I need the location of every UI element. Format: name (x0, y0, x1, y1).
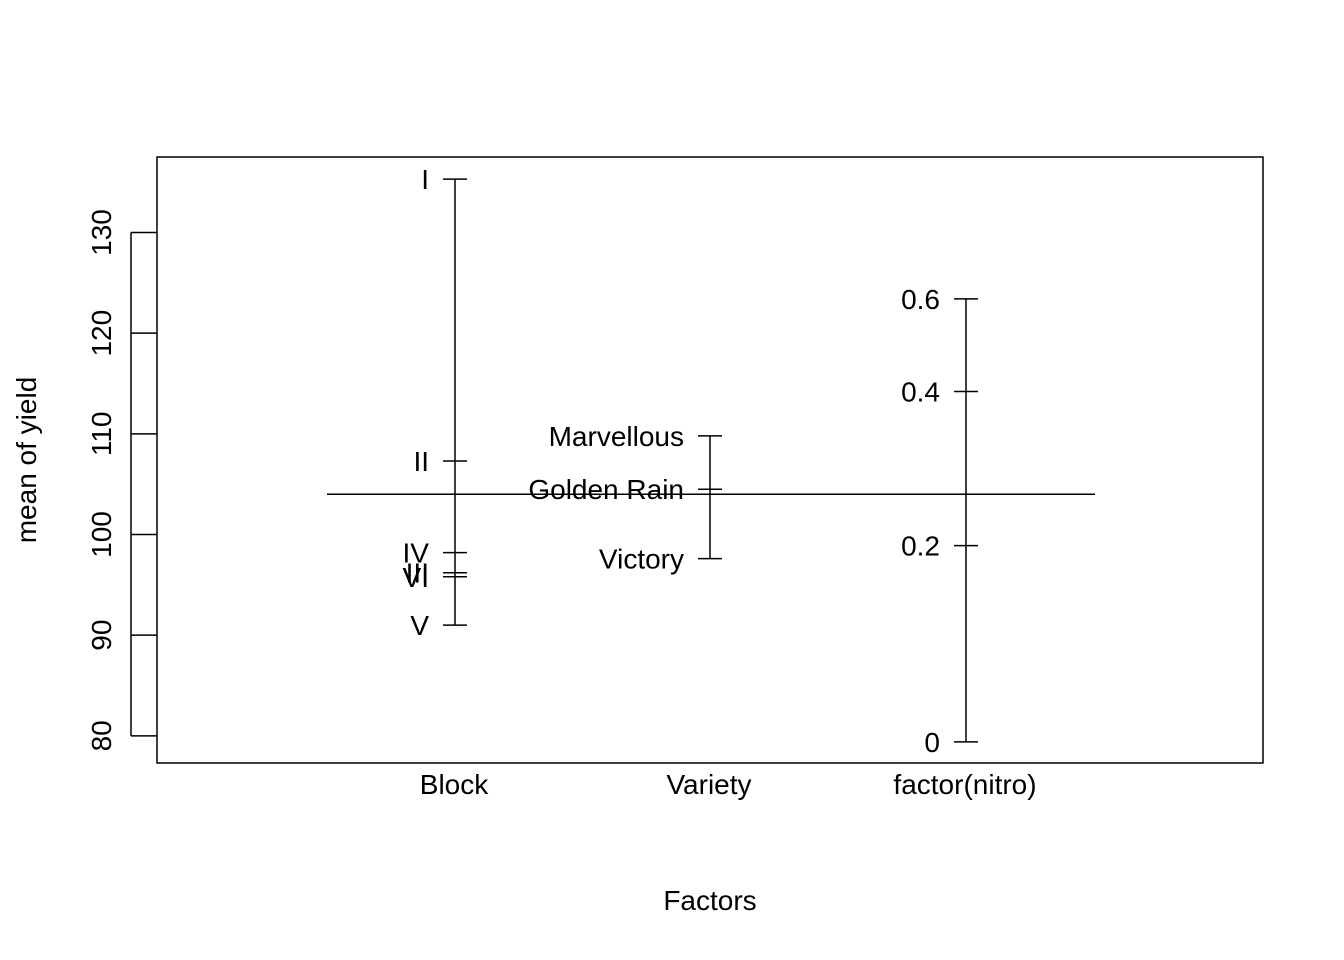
level-label: VI (403, 562, 429, 593)
y-tick-label: 80 (86, 720, 117, 751)
level-label: Victory (599, 544, 684, 575)
level-label: IV (403, 538, 430, 569)
y-axis: 80 90 100 110 120 130 (86, 209, 157, 751)
factor-variety: Marvellous Golden Rain Victory Variety (528, 421, 751, 800)
y-tick-label: 130 (86, 209, 117, 256)
y-tick-label: 110 (86, 412, 117, 457)
level-label: V (410, 610, 429, 641)
y-tick-label: 100 (86, 511, 117, 558)
y-tick-label: 90 (86, 620, 117, 651)
level-label: I (421, 164, 429, 195)
factor-name-label: Variety (666, 769, 751, 800)
x-axis-label: Factors (663, 885, 756, 916)
y-tick-label: 120 (86, 310, 117, 357)
level-label: 0.2 (901, 531, 940, 562)
level-label: Golden Rain (528, 474, 684, 505)
level-label: III (406, 558, 429, 589)
y-axis-label: mean of yield (11, 377, 42, 544)
level-label: II (413, 446, 429, 477)
level-label: 0.4 (901, 377, 940, 408)
level-label: 0 (924, 727, 940, 758)
factor-name-label: factor(nitro) (893, 769, 1036, 800)
factor-factor-nitro-: 0.6 0.4 0.2 0 factor(nitro) (893, 284, 1036, 800)
factor-name-label: Block (420, 769, 489, 800)
level-label: Marvellous (549, 421, 684, 452)
level-label: 0.6 (901, 284, 940, 315)
plot-box (156, 156, 1264, 764)
